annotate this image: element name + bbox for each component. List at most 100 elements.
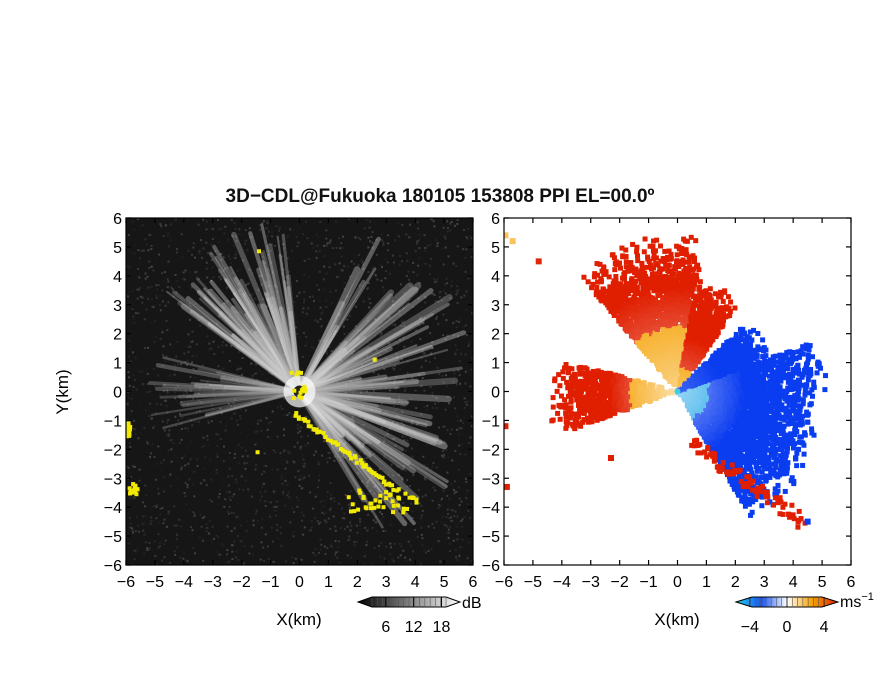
noise-pixel bbox=[369, 220, 372, 223]
noise-pixel bbox=[399, 283, 402, 286]
noise-pixel bbox=[168, 374, 171, 377]
noise-pixel bbox=[186, 363, 189, 366]
noise-pixel bbox=[462, 296, 465, 299]
noise-pixel bbox=[263, 464, 266, 467]
noise-pixel bbox=[163, 556, 166, 559]
velocity-pixel bbox=[594, 261, 600, 267]
noise-pixel bbox=[149, 455, 152, 458]
noise-pixel bbox=[400, 260, 403, 263]
velocity-pixel bbox=[698, 297, 704, 303]
noise-pixel bbox=[270, 231, 273, 234]
noise-pixel bbox=[343, 517, 346, 520]
noise-pixel bbox=[132, 374, 135, 377]
noise-pixel bbox=[403, 335, 406, 338]
noise-pixel bbox=[409, 223, 412, 226]
noise-pixel bbox=[333, 500, 336, 503]
noise-pixel bbox=[189, 375, 192, 378]
noise-pixel bbox=[331, 399, 334, 402]
noise-pixel bbox=[266, 528, 269, 531]
noise-pixel bbox=[157, 532, 160, 535]
noise-pixel bbox=[378, 417, 381, 420]
noise-pixel bbox=[175, 279, 178, 282]
noise-pixel bbox=[315, 252, 318, 255]
noise-pixel bbox=[375, 253, 378, 256]
noise-pixel bbox=[279, 452, 282, 455]
noise-pixel bbox=[470, 405, 473, 408]
noise-pixel bbox=[410, 397, 413, 400]
noise-pixel bbox=[325, 244, 328, 247]
echo-ray bbox=[233, 276, 302, 394]
highlight-echo-pixel bbox=[343, 449, 348, 454]
noise-pixel bbox=[451, 280, 454, 283]
noise-pixel bbox=[289, 497, 292, 500]
noise-pixel bbox=[398, 529, 401, 532]
noise-pixel bbox=[300, 511, 303, 514]
velocity-pixel bbox=[669, 318, 675, 324]
noise-pixel bbox=[225, 553, 228, 556]
noise-pixel bbox=[147, 286, 150, 289]
noise-pixel bbox=[281, 482, 284, 485]
noise-pixel bbox=[297, 431, 300, 434]
noise-pixel bbox=[192, 397, 195, 400]
noise-pixel bbox=[338, 411, 341, 414]
noise-pixel bbox=[131, 289, 134, 292]
noise-pixel bbox=[134, 357, 137, 360]
noise-pixel bbox=[420, 366, 423, 369]
noise-pixel bbox=[421, 537, 424, 540]
noise-pixel bbox=[377, 327, 380, 330]
noise-pixel bbox=[361, 508, 364, 511]
velocity-pixel bbox=[655, 281, 661, 287]
noise-pixel bbox=[134, 530, 137, 533]
noise-pixel bbox=[336, 379, 339, 382]
velocity-pixel bbox=[696, 267, 702, 273]
noise-pixel bbox=[205, 530, 208, 533]
noise-pixel bbox=[163, 271, 166, 274]
noise-pixel bbox=[303, 526, 306, 529]
noise-pixel bbox=[329, 239, 332, 242]
noise-pixel bbox=[240, 408, 243, 411]
noise-pixel bbox=[451, 519, 454, 522]
noise-pixel bbox=[158, 294, 161, 297]
velocity-pixel bbox=[716, 323, 722, 329]
noise-pixel bbox=[177, 411, 180, 414]
velocity-pixel bbox=[595, 279, 601, 285]
noise-pixel bbox=[281, 255, 284, 258]
noise-pixel bbox=[246, 320, 249, 323]
noise-pixel bbox=[459, 352, 462, 355]
highlight-echo-pixel bbox=[312, 427, 317, 432]
noise-pixel bbox=[350, 274, 353, 277]
noise-pixel bbox=[135, 515, 138, 518]
noise-pixel bbox=[173, 373, 176, 376]
noise-pixel bbox=[461, 518, 464, 521]
noise-pixel bbox=[371, 231, 374, 234]
echo-ray bbox=[298, 380, 404, 393]
noise-pixel bbox=[366, 484, 369, 487]
noise-pixel bbox=[449, 421, 452, 424]
highlight-echo-pixel bbox=[135, 487, 140, 492]
noise-pixel bbox=[251, 375, 254, 378]
highlight-echo-pixel bbox=[377, 475, 382, 480]
velocity-pixel bbox=[657, 243, 663, 249]
noise-pixel bbox=[443, 235, 446, 238]
noise-pixel bbox=[389, 523, 392, 526]
noise-pixel bbox=[247, 268, 250, 271]
noise-pixel bbox=[254, 363, 257, 366]
noise-pixel bbox=[341, 235, 344, 238]
noise-pixel bbox=[449, 453, 452, 456]
velocity-pixel bbox=[661, 331, 667, 337]
noise-pixel bbox=[295, 224, 298, 227]
noise-pixel bbox=[241, 233, 244, 236]
noise-pixel bbox=[271, 324, 274, 327]
noise-pixel bbox=[317, 236, 320, 239]
noise-pixel bbox=[442, 248, 445, 251]
noise-pixel bbox=[387, 234, 390, 237]
echo-ray bbox=[297, 389, 410, 405]
noise-pixel bbox=[240, 338, 243, 341]
velocity-pixel bbox=[599, 268, 605, 274]
velocity-pixel bbox=[646, 342, 652, 348]
noise-pixel bbox=[339, 328, 342, 331]
noise-pixel bbox=[219, 488, 222, 491]
echo-ray bbox=[261, 260, 301, 393]
noise-pixel bbox=[160, 470, 163, 473]
noise-pixel bbox=[341, 454, 344, 457]
